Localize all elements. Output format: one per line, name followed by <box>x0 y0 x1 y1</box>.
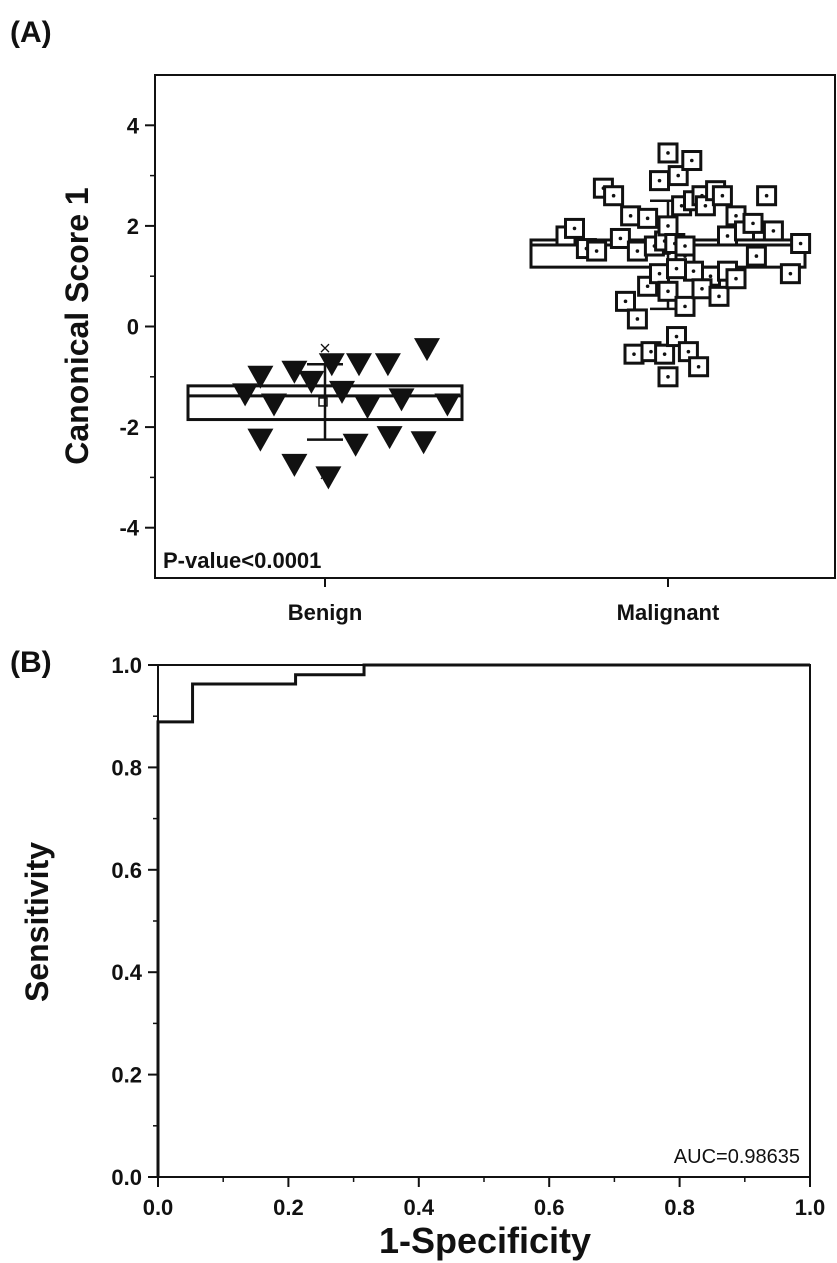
malignant-point-center <box>683 305 687 309</box>
panel-b-x-ticks: 0.0 0.2 0.4 0.6 0.8 1.0 <box>143 1177 826 1220</box>
benign-point <box>434 393 460 416</box>
benign-point <box>261 393 287 416</box>
malignant-point-center <box>690 159 694 163</box>
benign-point <box>281 454 307 477</box>
malignant-point-center <box>692 269 696 273</box>
malignant-point-center <box>629 214 633 218</box>
benign-point <box>329 381 355 404</box>
malignant-point-center <box>751 222 755 226</box>
benign-point <box>343 434 369 457</box>
malignant-point-center <box>646 217 650 221</box>
benign-point <box>411 431 437 454</box>
benign-point <box>375 353 401 376</box>
x-tick-label: 0.8 <box>664 1195 695 1220</box>
malignant-point-center <box>709 274 713 278</box>
malignant-point-center <box>799 242 803 246</box>
malignant-point-center <box>612 194 616 198</box>
y-tick-label: 0.2 <box>111 1063 142 1088</box>
panel-b-frame <box>158 665 810 1177</box>
malignant-point-center <box>772 229 776 233</box>
malignant-point-center <box>683 244 687 248</box>
panel-b-y-axis-label: Sensitivity <box>19 842 55 1002</box>
benign-point <box>247 429 273 452</box>
malignant-point-center <box>687 350 691 354</box>
y-tick-label: -4 <box>119 516 139 541</box>
malignant-point-center <box>789 272 793 276</box>
x-tick-label: 0.6 <box>534 1195 565 1220</box>
x-tick-label: 0.0 <box>143 1195 174 1220</box>
malignant-point-center <box>658 272 662 276</box>
malignant-point-center <box>697 365 701 369</box>
roc-curve <box>158 665 810 1177</box>
benign-point <box>346 353 372 376</box>
benign-point <box>414 338 440 361</box>
y-tick-label: 1.0 <box>111 653 142 678</box>
panel-a-frame <box>155 75 835 578</box>
p-value-annotation: P-value<0.0001 <box>163 548 321 573</box>
x-tick-label: Benign <box>288 600 363 625</box>
malignant-point-center <box>717 295 721 299</box>
malignant-point-center <box>755 254 759 258</box>
malignant-point-center <box>675 335 679 339</box>
benign-point <box>298 371 324 394</box>
malignant-point-center <box>636 317 640 321</box>
malignant-point-center <box>666 375 670 379</box>
y-tick-label: -2 <box>119 415 139 440</box>
malignant-point-center <box>624 300 628 304</box>
malignant-point-center <box>666 224 670 228</box>
malignant-point-center <box>675 267 679 271</box>
y-tick-label: 0.6 <box>111 858 142 883</box>
y-tick-label: 0.0 <box>111 1165 142 1190</box>
malignant-point-center <box>649 350 653 354</box>
malignant-point-center <box>680 204 684 208</box>
panel-b-label: (B) <box>10 646 52 679</box>
benign-point <box>377 426 403 449</box>
panel-b-y-ticks: 1.0 0.8 0.6 0.4 0.2 0.0 <box>111 653 158 1190</box>
y-tick-label: 0.4 <box>111 960 142 985</box>
malignant-point-center <box>573 227 577 231</box>
auc-annotation: AUC=0.98635 <box>674 1146 800 1168</box>
malignant-point-center <box>658 179 662 183</box>
malignant-point-center <box>726 234 730 238</box>
benign-point <box>355 396 381 419</box>
x-tick-label: Malignant <box>617 600 720 625</box>
malignant-point-center <box>666 151 670 155</box>
panel-b: (B) Sensitivity 1-Specificity AUC=0.9863… <box>10 646 825 1261</box>
malignant-point-center <box>721 194 725 198</box>
malignant-point-center <box>636 249 640 253</box>
extreme-marker <box>321 344 329 352</box>
malignant-point-center <box>632 352 636 356</box>
panel-b-x-axis-label: 1-Specificity <box>379 1220 591 1261</box>
x-tick-label: 1.0 <box>795 1195 826 1220</box>
x-tick-label: 0.4 <box>404 1195 435 1220</box>
malignant-point-center <box>704 204 708 208</box>
malignant-point-center <box>734 214 738 218</box>
panel-a-x-ticks: Benign Malignant <box>288 578 720 625</box>
y-tick-label: 0 <box>127 315 139 340</box>
benign-point <box>315 466 341 489</box>
panel-a: (A) Canonical Score 1 P-value<0.0001 4 2 0… <box>10 16 835 625</box>
malignant-point-center <box>700 287 704 291</box>
y-tick-label: 2 <box>127 214 139 239</box>
malignant-point-center <box>595 249 599 253</box>
malignant-point-center <box>663 352 667 356</box>
malignant-point-center <box>734 277 738 281</box>
malignant-point-center <box>619 237 623 241</box>
y-tick-label: 0.8 <box>111 755 142 780</box>
malignant-point-center <box>765 194 769 198</box>
y-tick-label: 4 <box>127 113 140 138</box>
panel-a-label: (A) <box>10 16 52 49</box>
malignant-point-center <box>676 174 680 178</box>
x-tick-label: 0.2 <box>273 1195 304 1220</box>
malignant-point-center <box>646 284 650 288</box>
panel-a-y-axis-label: Canonical Score 1 <box>59 187 95 464</box>
panel-a-y-ticks: 4 2 0 -2 -4 <box>119 113 155 540</box>
panel-a-points <box>232 144 810 489</box>
benign-point <box>389 388 415 411</box>
malignant-point-center <box>666 289 670 293</box>
